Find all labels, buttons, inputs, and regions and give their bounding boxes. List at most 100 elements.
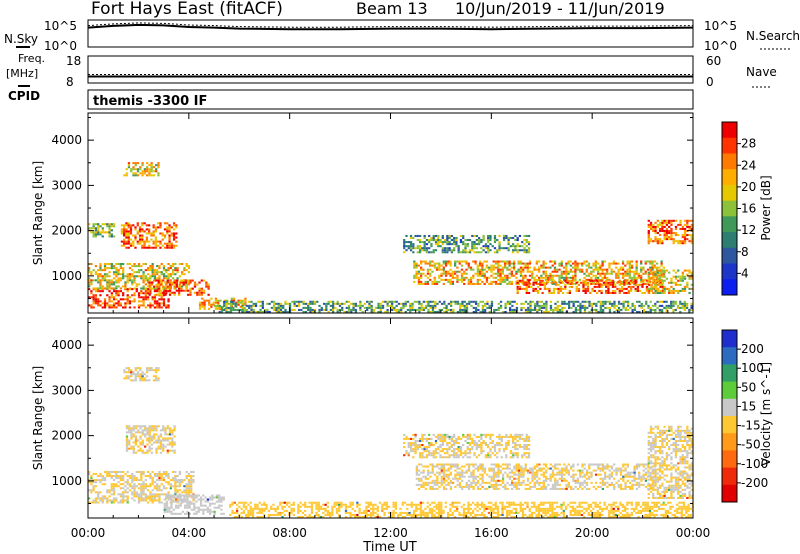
heatmap-cell bbox=[140, 265, 143, 268]
heatmap-cell bbox=[690, 238, 693, 241]
heatmap-cell bbox=[137, 425, 140, 428]
heatmap-cell bbox=[551, 270, 554, 273]
heatmap-cell bbox=[117, 279, 120, 282]
heatmap-cell bbox=[426, 262, 430, 265]
heatmap-cell bbox=[602, 310, 605, 313]
heatmap-cell bbox=[302, 306, 305, 309]
heatmap-cell bbox=[168, 238, 171, 241]
heatmap-cell bbox=[363, 302, 367, 305]
heatmap-cell bbox=[505, 234, 508, 237]
heatmap-cell bbox=[245, 515, 248, 518]
heatmap-cell bbox=[309, 300, 312, 303]
heatmap-cell bbox=[115, 302, 118, 305]
heatmap-cell bbox=[125, 234, 128, 237]
heatmap-cell bbox=[537, 282, 541, 285]
date-range: 10/Jun/2019 - 11/Jun/2019 bbox=[455, 0, 665, 18]
heatmap-cell bbox=[429, 264, 432, 267]
heatmap-cell bbox=[589, 279, 592, 282]
heatmap-cell bbox=[567, 276, 570, 279]
heatmap-cell bbox=[522, 268, 525, 271]
heatmap-cell bbox=[126, 277, 129, 280]
heatmap-cell bbox=[576, 509, 579, 512]
heatmap-cell bbox=[449, 278, 452, 281]
heatmap-cell bbox=[157, 293, 160, 296]
heatmap-cell bbox=[551, 511, 554, 514]
heatmap-cell bbox=[257, 310, 260, 313]
heatmap-cell bbox=[173, 281, 176, 284]
heatmap-cell bbox=[178, 285, 182, 288]
heatmap-cell bbox=[97, 501, 100, 504]
heatmap-cell bbox=[158, 477, 161, 480]
heatmap-cell bbox=[146, 304, 150, 307]
heatmap-cell bbox=[383, 513, 386, 516]
heatmap-cell bbox=[471, 511, 475, 514]
heatmap-cell bbox=[668, 287, 671, 290]
heatmap-cell bbox=[197, 498, 200, 501]
heatmap-cell bbox=[649, 271, 653, 274]
heatmap-cell bbox=[663, 306, 666, 309]
heatmap-cell bbox=[637, 515, 640, 518]
heatmap-cell bbox=[450, 234, 454, 237]
heatmap-cell bbox=[512, 245, 515, 248]
heatmap-cell bbox=[439, 245, 442, 248]
heatmap-cell bbox=[94, 227, 98, 230]
heatmap-cell bbox=[469, 278, 473, 281]
heatmap-cell bbox=[358, 511, 361, 514]
heatmap-cell bbox=[150, 232, 153, 235]
heatmap-cell bbox=[233, 501, 236, 504]
heatmap-cell bbox=[440, 509, 443, 512]
heatmap-cell bbox=[462, 251, 465, 254]
heatmap-cell bbox=[149, 497, 152, 500]
heatmap-cell bbox=[605, 291, 608, 294]
heatmap-cell bbox=[456, 509, 459, 512]
heatmap-cell bbox=[115, 292, 118, 295]
heatmap-cell bbox=[160, 501, 163, 504]
heatmap-cell bbox=[475, 243, 478, 246]
heatmap-cell bbox=[527, 302, 530, 305]
heatmap-cell bbox=[621, 260, 625, 263]
heatmap-cell bbox=[425, 239, 429, 242]
heatmap-cell bbox=[419, 513, 423, 516]
heatmap-cell bbox=[427, 300, 430, 303]
heatmap-cell bbox=[642, 515, 645, 518]
heatmap-cell bbox=[368, 306, 371, 309]
heatmap-cell bbox=[148, 439, 151, 442]
heatmap-cell bbox=[297, 503, 300, 506]
heatmap-cell bbox=[302, 302, 305, 305]
heatmap-cell bbox=[535, 505, 538, 508]
heatmap-cell bbox=[453, 236, 456, 240]
heatmap-cell bbox=[463, 260, 466, 263]
heatmap-cell bbox=[124, 275, 127, 278]
heatmap-cell bbox=[117, 269, 120, 272]
heatmap-cell bbox=[185, 470, 188, 473]
heatmap-cell bbox=[167, 273, 170, 276]
heatmap-cell bbox=[652, 273, 655, 276]
heatmap-cell bbox=[479, 310, 482, 313]
heatmap-cell bbox=[142, 470, 145, 473]
heatmap-cell bbox=[668, 291, 671, 294]
heatmap-cell bbox=[633, 274, 636, 277]
heatmap-cell bbox=[668, 221, 671, 224]
heatmap-cell bbox=[168, 285, 172, 288]
heatmap-cell bbox=[186, 500, 189, 503]
heatmap-cell bbox=[324, 503, 327, 506]
heatmap-cell bbox=[120, 232, 124, 235]
heatmap-cell bbox=[156, 499, 159, 502]
heatmap-cell bbox=[434, 243, 438, 246]
heatmap-cell bbox=[171, 263, 175, 266]
heatmap-cell bbox=[517, 268, 520, 271]
heatmap-cell bbox=[668, 236, 671, 239]
heatmap-cell bbox=[157, 222, 160, 225]
heatmap-cell bbox=[466, 245, 469, 248]
heatmap-cell bbox=[135, 288, 138, 291]
heatmap-cell bbox=[131, 497, 134, 500]
heatmap-cell bbox=[672, 302, 675, 305]
heatmap-cell bbox=[562, 270, 566, 273]
heatmap-cell bbox=[568, 289, 571, 292]
heatmap-cell bbox=[311, 308, 314, 311]
heatmap-cell bbox=[637, 509, 640, 512]
heatmap-cell bbox=[142, 275, 145, 278]
heatmap-cell bbox=[169, 487, 172, 490]
heatmap-cell bbox=[589, 503, 593, 506]
heatmap-cell bbox=[149, 267, 152, 270]
